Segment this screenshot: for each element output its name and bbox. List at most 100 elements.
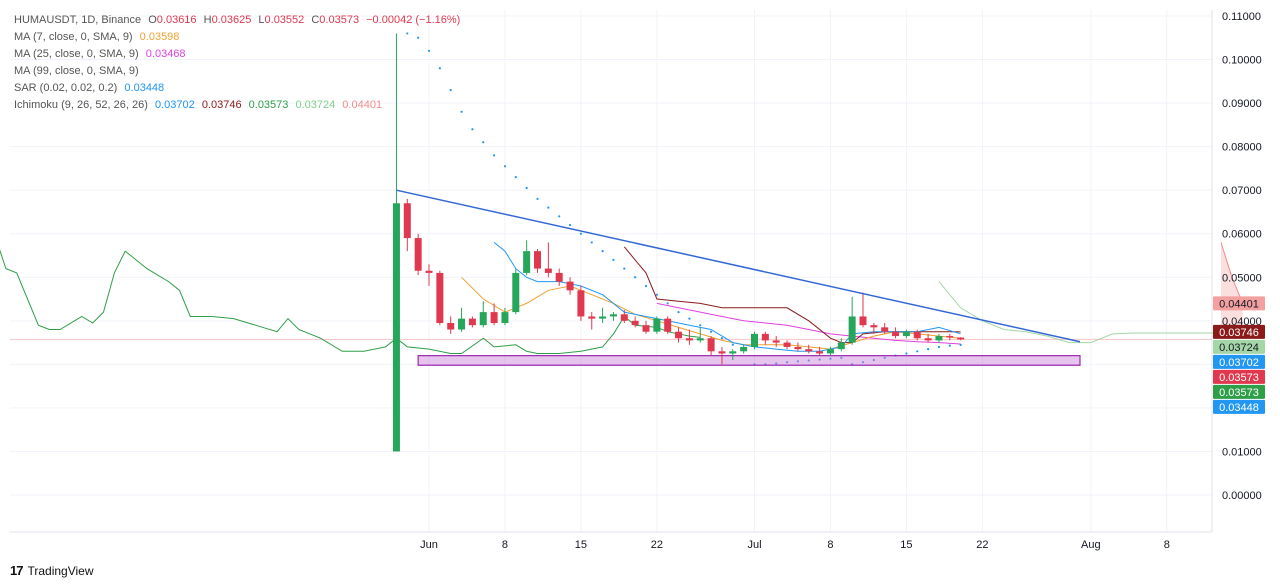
price-tick-label: 0.05000	[1222, 272, 1262, 284]
time-tick-label: 8	[827, 539, 833, 551]
indicator-value: 0.03448	[124, 82, 165, 94]
indicator-value: 0.03702	[154, 99, 195, 111]
sar-dot	[579, 232, 583, 235]
ohlc-high-label: H	[203, 14, 212, 26]
indicator-value: 0.03573	[248, 99, 289, 111]
ohlc-low-label: L	[258, 14, 265, 26]
sar-dot	[623, 267, 626, 270]
candle-body	[707, 338, 715, 352]
indicator-value: 0.03598	[139, 31, 180, 43]
tradingview-brand[interactable]: 17 TradingView	[10, 563, 94, 578]
indicator-lines	[0, 242, 1244, 354]
sar-dot	[861, 361, 865, 364]
candle-body	[892, 331, 900, 337]
ma25-line	[656, 302, 961, 345]
candle-body	[805, 349, 813, 352]
candle-body	[436, 272, 444, 323]
candle-body	[664, 318, 672, 332]
candle-body	[588, 316, 596, 319]
indicator-label: MA (7, close, 0, SMA, 9)	[14, 31, 133, 43]
price-label-badge	[1213, 384, 1265, 399]
candle-body	[490, 312, 498, 323]
sar-dot	[796, 360, 800, 363]
sar-dot	[417, 36, 420, 39]
price-tick-label: 0.09000	[1222, 98, 1262, 110]
sar-dot	[818, 358, 821, 361]
candle-body	[523, 251, 531, 273]
candle-body	[913, 331, 921, 339]
candle-body	[566, 281, 574, 291]
candle-body	[458, 318, 466, 330]
indicator-label: SAR (0.02, 0.02, 0.2)	[14, 82, 118, 94]
indicator-ichimoku[interactable]: Ichimoku (9, 26, 52, 26, 26) 0.03702 0.0…	[14, 97, 464, 114]
time-tick-label: Jun	[420, 539, 438, 551]
price-label-text: 0.03573	[1219, 387, 1259, 399]
candle-body	[783, 342, 791, 347]
sar-dot	[829, 357, 832, 360]
candle-body	[675, 331, 683, 339]
time-tick-label: 15	[575, 539, 587, 551]
price-label-text: 0.03448	[1219, 402, 1259, 414]
indicator-value: 0.03724	[295, 99, 336, 111]
candle-body	[512, 272, 520, 313]
time-axis[interactable]: Jun 8 15 22 Jul 8 15 22 Aug 8	[420, 539, 1170, 551]
candle-body	[924, 338, 932, 341]
time-tick-label: Aug	[1081, 539, 1101, 551]
candle-body	[794, 346, 802, 350]
price-tick-label: 0.01000	[1222, 446, 1262, 458]
indicator-ma7[interactable]: MA (7, close, 0, SMA, 9) 0.03598	[14, 29, 464, 46]
price-label-badge	[1213, 339, 1265, 354]
candle-body	[696, 338, 704, 341]
sar-dot	[905, 352, 908, 355]
sar-dot	[688, 317, 691, 320]
sar-dot	[449, 88, 452, 92]
indicator-ma99[interactable]: MA (99, close, 0, SMA, 9)	[14, 63, 464, 80]
price-axis[interactable]: 0.11000 0.10000 0.09000 0.08000 0.07000 0.060…	[1222, 11, 1262, 502]
sar-dot	[547, 206, 550, 209]
candle-body	[718, 351, 726, 354]
candle-body	[403, 203, 411, 239]
price-label-badge	[1213, 324, 1265, 339]
ohlc-close: 0.03573	[319, 14, 360, 26]
sar-dot	[427, 49, 431, 52]
candle-body	[816, 351, 824, 354]
chart-legend: HUMAUSDT, 1D, Binance O0.03616 H0.03625 …	[14, 12, 464, 114]
candle-body	[826, 349, 834, 354]
sar-dot	[644, 284, 648, 288]
symbol-row: HUMAUSDT, 1D, Binance O0.03616 H0.03625 …	[14, 12, 464, 29]
time-tick-label: 15	[900, 539, 912, 551]
candle-body	[751, 333, 758, 347]
sar-dot	[601, 250, 604, 253]
candle-body	[881, 327, 889, 332]
candle-body	[772, 340, 780, 343]
candlesticks	[392, 33, 965, 452]
indicator-ma25[interactable]: MA (25, close, 0, SMA, 9) 0.03468	[14, 46, 464, 63]
price-tick-label: 0.06000	[1222, 229, 1262, 241]
sar-dot	[731, 343, 734, 346]
indicator-value: 0.03468	[145, 48, 186, 60]
sar-dot	[460, 110, 463, 113]
indicator-label: MA (25, close, 0, SMA, 9)	[14, 48, 139, 60]
candle-body	[599, 316, 607, 319]
price-label-badge	[1213, 296, 1265, 311]
sar-dot	[503, 165, 507, 168]
indicator-sar[interactable]: SAR (0.02, 0.02, 0.2) 0.03448	[14, 80, 464, 97]
sar-dot	[710, 330, 713, 333]
time-tick-label: 8	[502, 539, 508, 551]
sar-dot	[536, 197, 539, 200]
price-label-badge	[1213, 354, 1265, 369]
sar-dot	[775, 362, 778, 365]
candle-body	[544, 268, 552, 273]
trendline[interactable]	[396, 189, 1081, 343]
sar-dot	[785, 361, 789, 364]
candle-body	[631, 320, 639, 326]
candle-body	[620, 314, 628, 321]
price-tick-label: 0.00000	[1222, 490, 1262, 502]
support-zone[interactable]	[417, 355, 1081, 366]
indicator-label: Ichimoku (9, 26, 52, 26, 26)	[14, 99, 148, 111]
sar-dot	[471, 128, 474, 131]
sar-dot	[438, 67, 441, 70]
sar-dot	[927, 348, 930, 351]
price-label-text: 0.03573	[1219, 372, 1259, 384]
